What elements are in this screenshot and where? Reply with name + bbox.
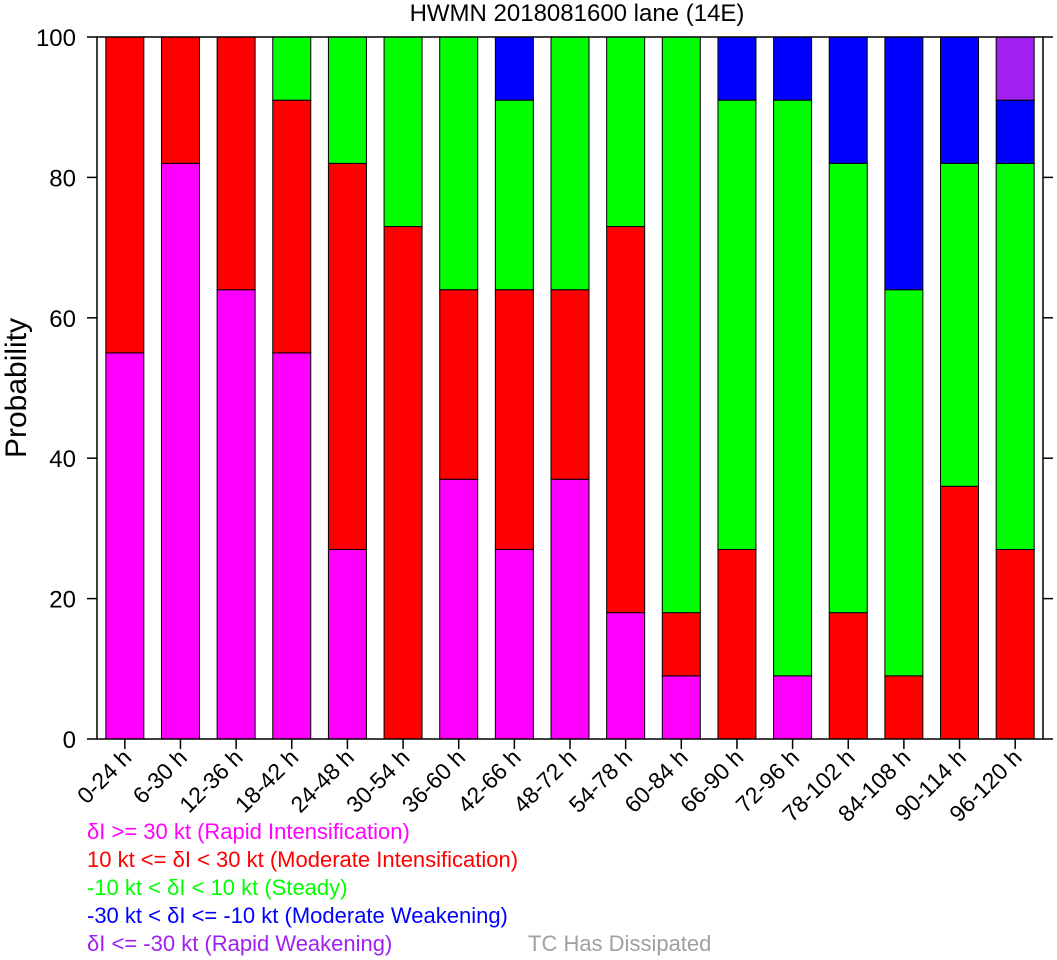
bar-segment-16-1 xyxy=(995,548,1035,740)
bar-segment-15-2 xyxy=(940,162,980,487)
bar-segment-0-0 xyxy=(105,352,145,740)
y-tick-label: 100 xyxy=(36,25,76,52)
bar-segment-10-0 xyxy=(661,675,701,740)
bar-segment-7-3 xyxy=(494,36,534,101)
bar-segment-14-3 xyxy=(884,36,924,291)
bar-segment-9-0 xyxy=(606,612,646,740)
legend-entry: -30 kt < δI <= -10 kt (Moderate Weakenin… xyxy=(87,903,508,928)
bar-segment-6-0 xyxy=(439,478,479,740)
bar-segment-1-1 xyxy=(160,36,200,164)
y-tick-label: 80 xyxy=(49,165,76,192)
bar-segment-1-0 xyxy=(160,162,200,740)
legend-entry: 10 kt <= δI < 30 kt (Moderate Intensific… xyxy=(87,847,519,872)
bar-segment-2-1 xyxy=(216,36,256,291)
bar-segment-14-2 xyxy=(884,289,924,677)
bar-segment-15-3 xyxy=(940,36,980,164)
bar-segment-16-3 xyxy=(995,99,1035,164)
bar-segment-13-3 xyxy=(828,36,868,164)
legend-entry: δI <= -30 kt (Rapid Weakening) xyxy=(87,931,393,956)
bar-segment-9-2 xyxy=(606,36,646,228)
bar-segment-13-2 xyxy=(828,162,868,614)
bar-segment-7-1 xyxy=(494,289,534,550)
bar-segment-3-1 xyxy=(272,99,312,354)
bar-segment-14-1 xyxy=(884,675,924,740)
bar-segment-8-2 xyxy=(550,36,590,291)
y-tick-label: 0 xyxy=(63,727,76,754)
bar-segment-10-2 xyxy=(661,36,701,614)
bar-segment-0-1 xyxy=(105,36,145,354)
legend-entry: δI >= 30 kt (Rapid Intensification) xyxy=(87,819,410,844)
bar-segment-11-2 xyxy=(717,99,757,550)
bar-segment-3-0 xyxy=(272,352,312,740)
bar-segment-16-4 xyxy=(995,36,1035,101)
x-tick-label: 0-24 h xyxy=(72,744,137,809)
bar-segment-11-3 xyxy=(717,36,757,101)
y-tick-label: 60 xyxy=(49,306,76,333)
chart-title: HWMN 2018081600 lane (14E) xyxy=(410,0,745,27)
bar-segment-4-0 xyxy=(327,548,367,740)
bar-segment-12-0 xyxy=(773,675,813,740)
y-axis-label: Probability xyxy=(0,318,33,458)
bar-segment-6-2 xyxy=(439,36,479,291)
y-tick-label: 40 xyxy=(49,446,76,473)
bar-segment-9-1 xyxy=(606,226,646,614)
bar-segment-7-2 xyxy=(494,99,534,291)
bar-segment-8-1 xyxy=(550,289,590,480)
bar-segment-12-3 xyxy=(773,36,813,101)
bar-segment-5-2 xyxy=(383,36,423,228)
bar-segment-15-1 xyxy=(940,485,980,740)
bar-segment-10-1 xyxy=(661,612,701,677)
bar-segment-4-2 xyxy=(327,36,367,164)
bar-segment-8-0 xyxy=(550,478,590,740)
legend-entry: -10 kt < δI < 10 kt (Steady) xyxy=(87,875,348,900)
bar-segment-4-1 xyxy=(327,162,367,550)
bar-segment-13-1 xyxy=(828,612,868,740)
bar-segment-16-2 xyxy=(995,162,1035,550)
y-tick-label: 20 xyxy=(49,587,76,614)
bar-segment-6-1 xyxy=(439,289,479,480)
bar-segment-12-2 xyxy=(773,99,813,677)
bar-segment-5-1 xyxy=(383,226,423,740)
bar-segment-2-0 xyxy=(216,289,256,740)
x-tick-labels: 0-24 h6-30 h12-36 h18-42 h24-48 h30-54 h… xyxy=(72,739,1027,827)
bars-layer xyxy=(105,36,1035,740)
bar-segment-11-1 xyxy=(717,548,757,740)
bar-segment-7-0 xyxy=(494,548,534,740)
bar-segment-3-2 xyxy=(272,36,312,101)
legend-entry: TC Has Dissipated xyxy=(528,931,712,956)
